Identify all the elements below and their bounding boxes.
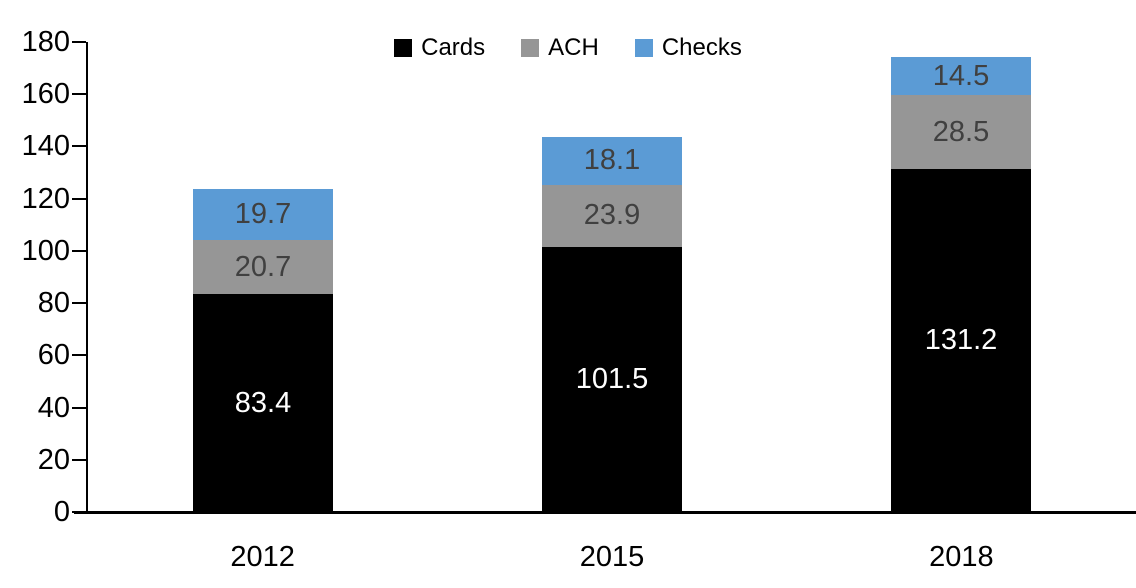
segment-value-label: 23.9 bbox=[583, 199, 641, 232]
bar-segment-ach-2015: 23.9 bbox=[542, 184, 682, 247]
segment-value-label: 20.7 bbox=[234, 250, 292, 283]
x-axis-label-2012: 2012 bbox=[230, 541, 295, 573]
y-axis-tick-label: 100 bbox=[21, 234, 70, 267]
y-axis-tick-label: 0 bbox=[53, 496, 70, 528]
y-axis-tick-label: 80 bbox=[37, 287, 70, 320]
legend-swatch-checks bbox=[634, 39, 653, 57]
segment-value-label: 19.7 bbox=[234, 197, 292, 230]
y-axis-tick bbox=[72, 458, 86, 461]
bar-segment-checks-2012: 19.7 bbox=[193, 188, 333, 241]
y-axis-tick bbox=[72, 511, 86, 513]
y-axis-tick bbox=[72, 249, 86, 252]
y-axis-tick bbox=[72, 302, 86, 305]
segment-value-label: 14.5 bbox=[932, 59, 990, 92]
x-axis-label-2015: 2015 bbox=[579, 541, 645, 573]
x-axis-label-2018: 2018 bbox=[929, 541, 994, 573]
legend-swatch-ach bbox=[521, 39, 540, 57]
y-axis-tick-label: 140 bbox=[21, 130, 70, 163]
y-axis-line bbox=[86, 42, 88, 514]
y-axis-tick bbox=[72, 354, 86, 357]
bar-segment-cards-2012: 83.4 bbox=[193, 294, 333, 512]
y-axis-tick-label: 40 bbox=[37, 391, 70, 424]
chart-legend: Cards ACH Checks bbox=[0, 33, 1136, 63]
x-axis-line bbox=[74, 511, 1136, 514]
y-axis-tick-label: 20 bbox=[37, 443, 70, 476]
segment-value-label: 18.1 bbox=[583, 144, 641, 177]
legend-label: ACH bbox=[548, 34, 599, 61]
segment-value-label: 101.5 bbox=[575, 362, 649, 395]
bar-segment-ach-2018: 28.5 bbox=[891, 95, 1031, 170]
y-axis-tick bbox=[72, 406, 86, 409]
legend-swatch-cards bbox=[394, 39, 413, 57]
y-axis-tick-label: 120 bbox=[21, 182, 70, 215]
y-axis-tick-label: 60 bbox=[37, 339, 70, 372]
legend-item-checks: Checks bbox=[634, 34, 742, 62]
y-axis-tick-label: 160 bbox=[21, 78, 70, 111]
y-axis-tick bbox=[72, 41, 86, 43]
y-axis-tick-label: 180 bbox=[21, 26, 70, 58]
bar-segment-cards-2015: 101.5 bbox=[542, 246, 682, 512]
y-axis-tick bbox=[72, 93, 86, 96]
legend-item-ach: ACH bbox=[521, 34, 599, 62]
bar-segment-checks-2018: 14.5 bbox=[891, 57, 1031, 95]
y-axis-tick bbox=[72, 145, 86, 148]
bar-segment-cards-2018: 131.2 bbox=[891, 169, 1031, 512]
segment-value-label: 28.5 bbox=[932, 115, 990, 148]
bar-segment-checks-2015: 18.1 bbox=[542, 137, 682, 185]
segment-value-label: 131.2 bbox=[924, 324, 998, 357]
y-axis-tick bbox=[72, 197, 86, 200]
legend-item-cards: Cards bbox=[394, 34, 485, 62]
bar-segment-ach-2012: 20.7 bbox=[193, 240, 333, 295]
legend-label: Cards bbox=[421, 34, 486, 61]
segment-value-label: 83.4 bbox=[234, 386, 292, 419]
legend-label: Checks bbox=[661, 34, 742, 61]
